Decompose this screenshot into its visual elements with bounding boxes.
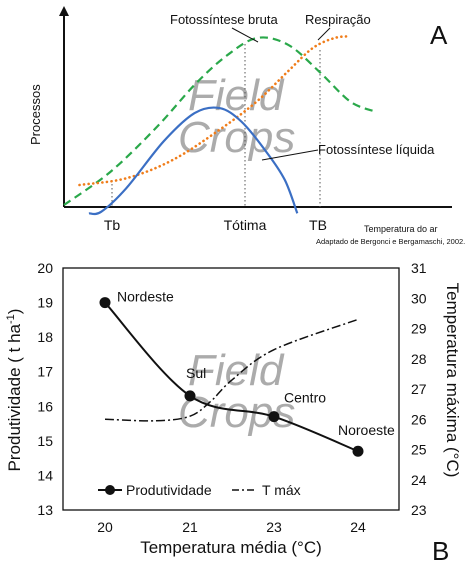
panel-b-legend: Produtividade T máx	[98, 482, 301, 498]
y-tick-label: 17	[37, 364, 53, 380]
x-tick-label: 24	[350, 519, 366, 535]
label-fotossintese-bruta: Fotossíntese bruta	[170, 12, 278, 27]
panel-b-left-ticks: 13 14 15 16 17 18 19 20	[37, 260, 53, 518]
panel-a-x-label: Temperatura do ar	[364, 224, 438, 234]
y2-tick-label: 29	[411, 321, 427, 337]
watermark-line2: Crops	[178, 113, 295, 162]
legend-produtividade-marker	[105, 485, 115, 495]
y2-tick-label: 24	[411, 472, 427, 488]
y-tick-label: 18	[37, 329, 53, 345]
point-label: Centro	[284, 390, 326, 406]
y-tick-label: 16	[37, 398, 53, 414]
series-respiracao	[78, 35, 352, 187]
y2-tick-label: 31	[411, 260, 427, 276]
panel-b-y-label-sup: -1	[5, 314, 17, 324]
panel-a-xtick-totima: Tótima	[224, 217, 267, 233]
panel-a-y-label: Processos	[28, 84, 43, 145]
series-fotossintese-bruta	[63, 36, 376, 206]
panel-a-xtick-tb: Tb	[104, 217, 121, 233]
y2-tick-label: 26	[411, 411, 427, 427]
produtividade-point	[184, 390, 196, 402]
produtividade-point	[352, 445, 364, 457]
panel-b-x-label: Temperatura média (°C)	[140, 538, 322, 557]
panel-b-y-label: Produtividade ( t ha-1)	[5, 309, 24, 472]
y-tick-label: 19	[37, 295, 53, 311]
y2-tick-label: 30	[411, 290, 427, 306]
leader-fotossintese-liquida	[261, 149, 319, 161]
panel-b-plot-frame	[62, 267, 400, 511]
produtividade-point	[268, 411, 280, 423]
watermark-line1: Field	[188, 71, 285, 120]
leader-respiracao	[317, 27, 331, 41]
produtividade-point-labels: Nordeste Sul Centro Noroeste	[117, 289, 395, 439]
panel-b-label: B	[432, 536, 449, 566]
y2-tick-label: 28	[411, 351, 427, 367]
watermark-line1-b: Field	[188, 346, 285, 395]
legend-produtividade-label: Produtividade	[126, 482, 212, 498]
panel-a-label: A	[430, 20, 448, 50]
point-label: Nordeste	[117, 289, 174, 305]
label-respiracao: Respiração	[305, 12, 371, 27]
produtividade-point	[99, 297, 111, 309]
y-tick-label: 13	[37, 502, 53, 518]
panel-a-y-arrow	[59, 6, 69, 16]
label-fotossintese-liquida: Fotossíntese líquida	[318, 142, 435, 157]
point-label: Noroeste	[338, 422, 395, 438]
panel-b-right-ticks: 23 24 25 26 27 28 29 30 31	[411, 260, 427, 518]
x-tick-label: 20	[97, 519, 113, 535]
series-fotossintese-liquida	[88, 106, 299, 216]
panel-a-chart: A Processos Temperatura do ar Adaptado d…	[28, 6, 465, 246]
legend-tmax-label: T máx	[262, 482, 301, 498]
y-tick-label: 14	[37, 467, 53, 483]
series-t-max	[104, 318, 359, 422]
watermark: Field Crops Field Crops	[178, 71, 295, 437]
panel-b-x-ticks: 20 21 23 24	[97, 519, 366, 535]
panel-b-chart: 13 14 15 16 17 18 19 20 23 24 25 26 27 28 29 30 31 20 21…	[5, 260, 462, 566]
panel-b-y-label-end: )	[5, 309, 24, 315]
panel-b-y2-label: Temperatura máxima (°C)	[443, 283, 462, 478]
leader-fotossintese-bruta	[231, 27, 259, 43]
panel-b-y-label-main: Produtividade ( t ha	[5, 323, 24, 471]
watermark-line2-b: Crops	[178, 388, 295, 437]
series-produtividade	[104, 301, 359, 453]
y2-tick-label: 23	[411, 502, 427, 518]
y-tick-label: 20	[37, 260, 53, 276]
y-tick-label: 15	[37, 433, 53, 449]
x-tick-label: 21	[182, 519, 198, 535]
panel-a-source-note: Adaptado de Bergonci e Bergamaschi, 2002…	[316, 237, 465, 246]
panel-a-xtick-TB: TB	[309, 217, 327, 233]
y2-tick-label: 25	[411, 442, 427, 458]
y2-tick-label: 27	[411, 381, 427, 397]
x-tick-label: 23	[266, 519, 282, 535]
point-label: Sul	[186, 365, 206, 381]
produtividade-points	[99, 297, 364, 457]
